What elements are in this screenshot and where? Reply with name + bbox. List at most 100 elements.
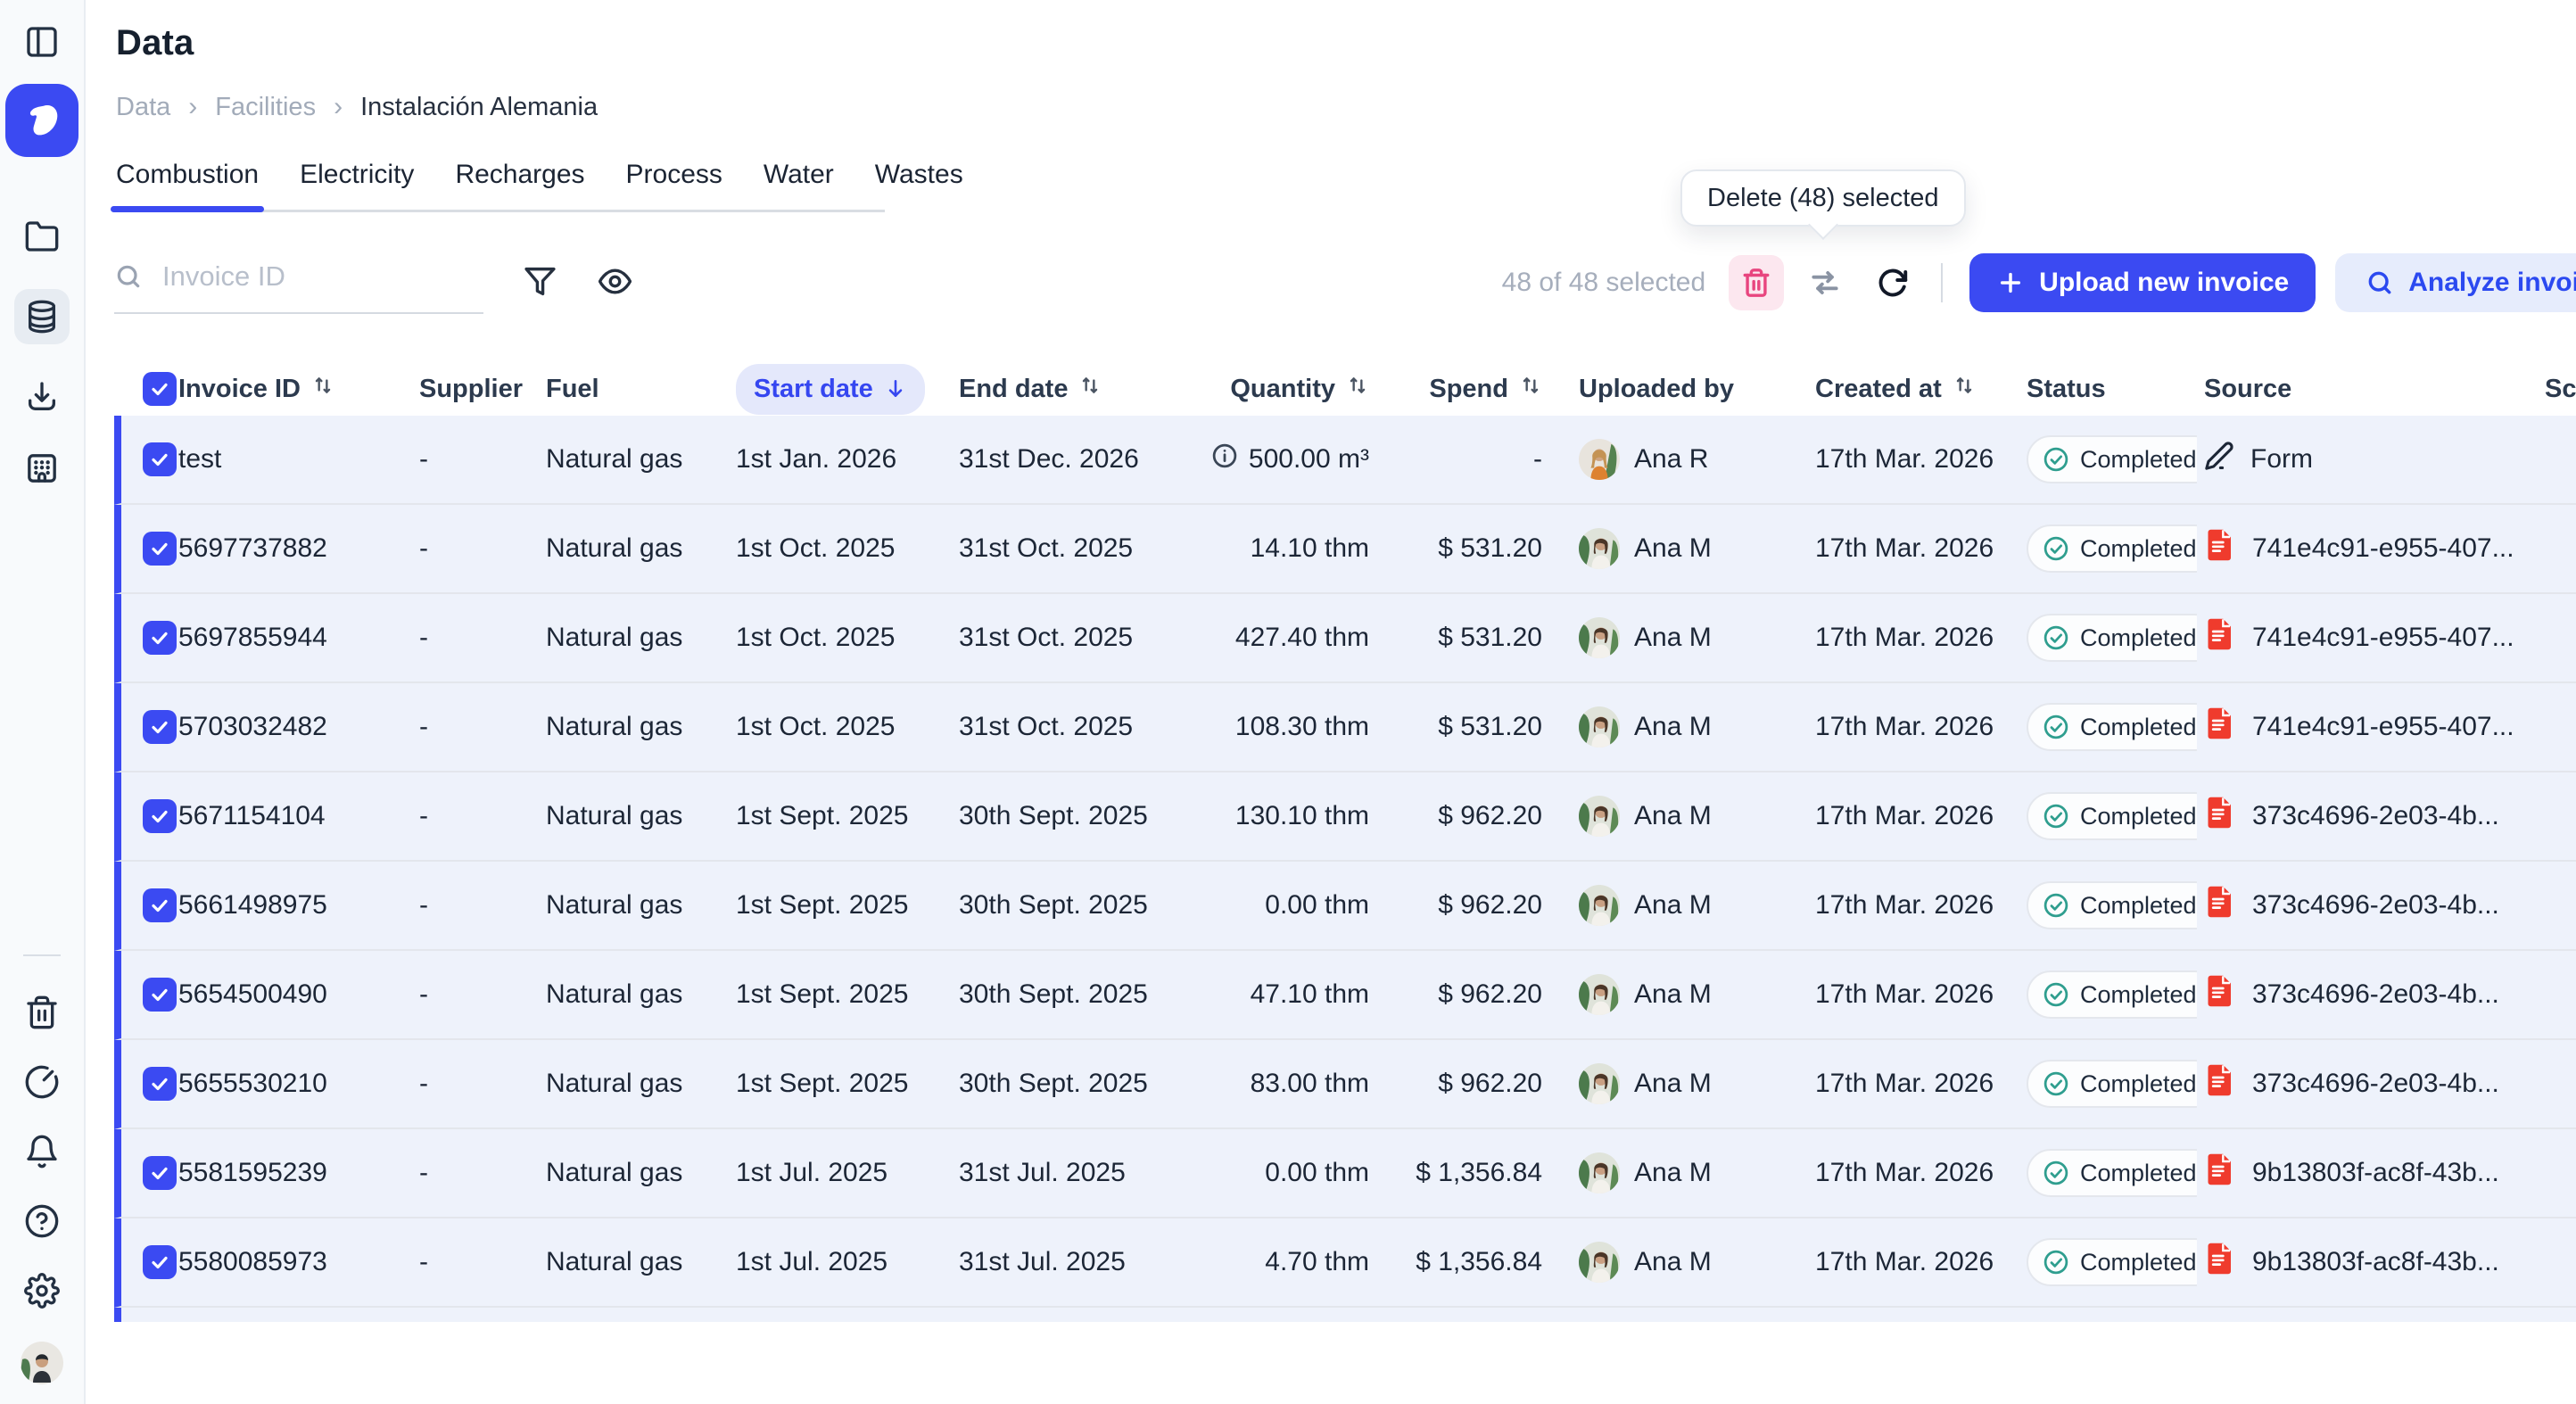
column-status[interactable]: Status [2027,374,2106,403]
table-row[interactable]: 5585409949 - Natural gas 1st Jul. 2025 3… [114,1308,2576,1322]
folder-icon[interactable] [23,218,61,255]
table-row[interactable]: 5697855944 - Natural gas 1st Oct. 2025 3… [114,594,2576,683]
info-icon[interactable] [1211,442,1238,476]
cell-source[interactable]: 9b13803f-ac8f-43b... [2197,1241,2545,1284]
column-supplier[interactable]: Supplier [419,374,524,403]
delete-selected-button[interactable] [1729,255,1785,310]
filter-icon[interactable] [521,262,558,300]
tab-process[interactable]: Process [625,160,722,189]
tab-water[interactable]: Water [763,160,834,189]
refresh-icon[interactable] [1871,261,1914,304]
table-row[interactable]: 5703032482 - Natural gas 1st Oct. 2025 3… [114,683,2576,772]
row-checkbox[interactable] [143,1156,177,1190]
table-row[interactable]: 5697737882 - Natural gas 1st Oct. 2025 3… [114,505,2576,594]
cell-source[interactable]: 373c4696-2e03-4b... [2197,795,2545,838]
column-created-at[interactable]: Created at [1797,374,2014,404]
sidebar-item-data-active[interactable] [14,289,70,344]
bell-icon[interactable] [23,1133,61,1170]
cell-source[interactable]: 373c4696-2e03-4b... [2197,1062,2545,1105]
gauge-icon[interactable] [23,1063,61,1101]
row-checkbox[interactable] [143,621,177,655]
cell-fuel: Natural gas [546,801,683,830]
download-icon[interactable] [23,378,61,416]
cell-quantity: 83.00 thm [1182,1069,1387,1099]
cell-source[interactable]: 373c4696-2e03-4b... [2197,973,2545,1016]
row-checkbox[interactable] [143,1067,177,1101]
search-input[interactable] [162,260,448,293]
sidebar-collapse-icon[interactable] [23,23,61,61]
user-avatar[interactable] [21,1342,63,1384]
invoices-table: Invoice ID Supplier Fuel Start date End … [114,362,2576,1322]
row-checkbox[interactable] [143,978,177,1012]
table-row[interactable]: 5654500490 - Natural gas 1st Sept. 2025 … [114,951,2576,1040]
uploader-avatar [1579,1063,1620,1104]
pdf-file-icon [2204,1241,2236,1284]
status-label: Completed [2080,534,2197,562]
settings-gear-icon[interactable] [23,1272,61,1309]
sort-both-icon[interactable] [1346,374,1369,404]
sort-active-start-date[interactable]: Start date [736,363,925,415]
sort-both-icon[interactable] [1078,374,1102,404]
row-checkbox[interactable] [143,799,177,833]
cell-start-date: 1st Sept. 2025 [736,979,909,1009]
sort-both-icon[interactable] [1953,374,1976,404]
column-end-date[interactable]: End date [950,374,1182,404]
select-all-checkbox[interactable] [143,372,177,406]
main-content: Data Data › Facilities › Instalación Ale… [86,0,2576,1404]
status-badge: Completed [2027,614,2197,662]
tab-wastes[interactable]: Wastes [874,160,963,189]
table-row[interactable]: test - Natural gas 1st Jan. 2026 31st De… [114,416,2576,505]
table-row[interactable]: 5655530210 - Natural gas 1st Sept. 2025 … [114,1040,2576,1129]
eye-icon[interactable] [596,262,633,300]
column-fuel[interactable]: Fuel [546,374,599,403]
column-source[interactable]: Source [2204,374,2292,403]
row-checkbox[interactable] [143,442,177,476]
table-row[interactable]: 5580085973 - Natural gas 1st Jul. 2025 3… [114,1218,2576,1308]
uploader-avatar [1579,1152,1620,1193]
transfer-icon[interactable] [1804,261,1846,304]
column-uploaded-by[interactable]: Uploaded by [1579,374,1735,403]
tab-electricity[interactable]: Electricity [300,160,415,189]
trash-icon[interactable] [23,994,61,1031]
breadcrumb-data[interactable]: Data [116,92,171,121]
cell-source[interactable]: 373c4696-2e03-4b... [2197,884,2545,927]
column-quantity[interactable]: Quantity [1182,374,1387,404]
search-field [114,260,483,314]
status-label: Completed [2080,624,2197,651]
column-spend[interactable]: Spend [1387,374,1574,404]
table-row[interactable]: 5661498975 - Natural gas 1st Sept. 2025 … [114,862,2576,951]
table-row[interactable]: 5581595239 - Natural gas 1st Jul. 2025 3… [114,1129,2576,1218]
cell-source[interactable]: Form [2197,441,2545,478]
analyze-invoices-button[interactable]: Analyze invoices [2335,253,2576,312]
row-checkbox[interactable] [143,888,177,922]
status-badge: Completed [2027,792,2197,840]
row-checkbox[interactable] [143,1245,177,1279]
cell-supplier: - [419,712,428,741]
tab-recharges[interactable]: Recharges [455,160,585,189]
uploader-name: Ana M [1634,1069,1712,1098]
row-checkbox[interactable] [143,710,177,744]
sort-both-icon[interactable] [311,374,334,404]
table-row[interactable]: 5671154104 - Natural gas 1st Sept. 2025 … [114,772,2576,862]
column-invoice-id[interactable]: Invoice ID [178,374,401,404]
cell-source[interactable]: 9b13803f-ac8f-43b... [2197,1152,2545,1194]
check-circle-icon [2043,447,2068,472]
delete-tooltip-label: Delete (48) selected [1707,183,1939,212]
app-logo[interactable] [5,84,78,157]
status-label: Completed [2080,1159,2197,1186]
building-icon[interactable] [23,450,61,487]
cell-source[interactable]: 741e4c91-e955-407... [2197,616,2545,659]
breadcrumb: Data › Facilities › Instalación Alemania [116,92,2576,122]
column-scope-clipped[interactable]: Sco [2545,374,2576,403]
cell-source[interactable]: 741e4c91-e955-407... [2197,706,2545,748]
breadcrumb-facilities[interactable]: Facilities [215,92,317,121]
tab-combustion[interactable]: Combustion [110,160,265,212]
row-checkbox[interactable] [143,532,177,566]
cell-status: Completed [2014,1238,2197,1286]
sort-both-icon[interactable] [1519,374,1542,404]
status-label: Completed [2080,713,2197,740]
help-icon[interactable] [23,1202,61,1240]
cell-source[interactable]: 741e4c91-e955-407... [2197,527,2545,570]
cell-fuel: Natural gas [546,444,683,474]
upload-new-invoice-button[interactable]: Upload new invoice [1969,253,2316,312]
